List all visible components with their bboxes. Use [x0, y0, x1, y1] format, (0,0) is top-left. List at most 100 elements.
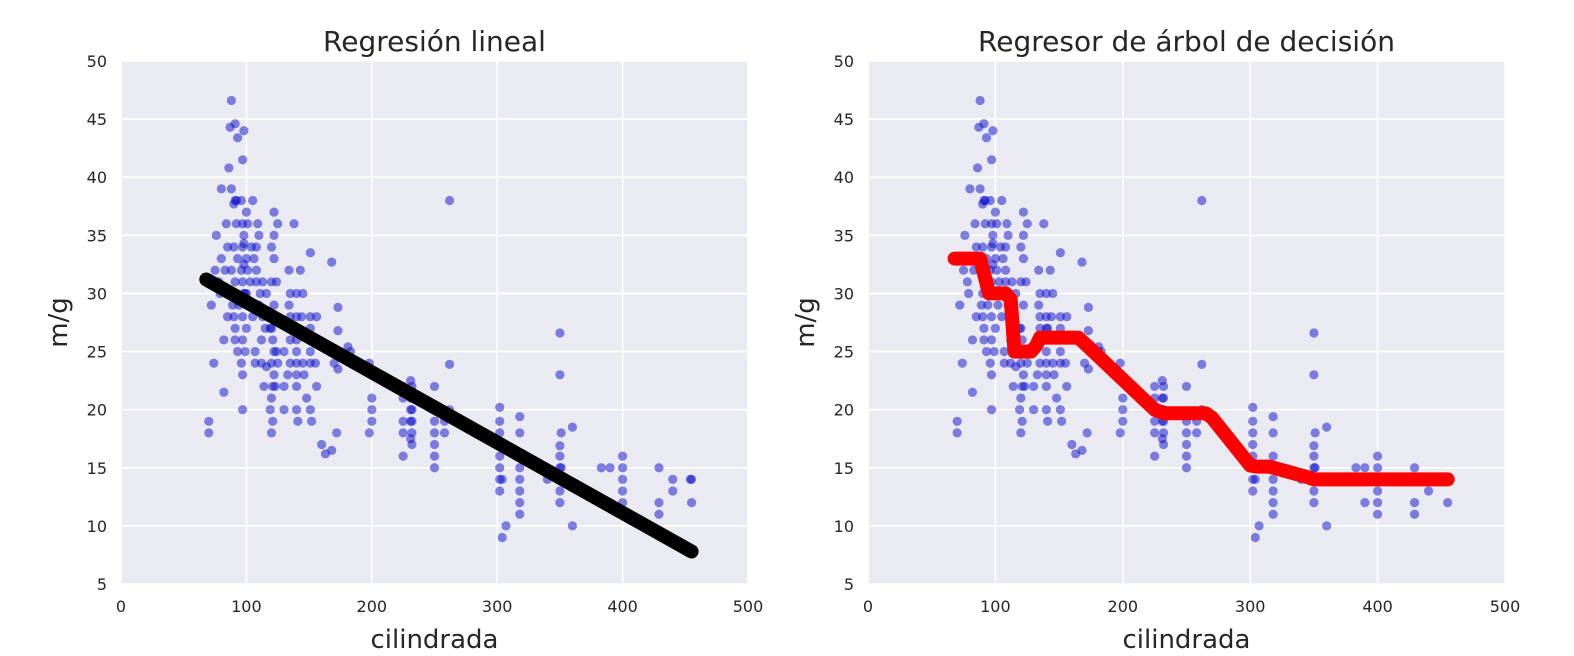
- data-point: [997, 312, 1007, 322]
- y-axis-label-decision-tree: m/g: [791, 297, 821, 348]
- data-point: [293, 416, 303, 426]
- data-point: [972, 163, 983, 173]
- y-tick-label: 15: [87, 459, 107, 478]
- data-point: [1409, 463, 1420, 473]
- data-point: [1045, 265, 1055, 275]
- data-point: [233, 253, 243, 264]
- data-point: [1018, 300, 1029, 310]
- fit-line: [199, 272, 699, 559]
- data-point: [273, 358, 283, 368]
- data-point: [971, 242, 981, 252]
- data-point: [269, 370, 279, 380]
- data-point: [654, 498, 664, 508]
- data-point: [266, 393, 277, 403]
- data-point: [1248, 416, 1258, 426]
- y-tick-label: 50: [834, 52, 854, 71]
- data-point: [1309, 451, 1319, 461]
- data-point: [301, 393, 312, 403]
- data-point: [1077, 257, 1087, 267]
- x-axis-label-linear-regression: cilindrada: [370, 625, 498, 655]
- data-point: [1322, 422, 1332, 432]
- data-point: [1423, 486, 1434, 496]
- data-point: [515, 412, 525, 422]
- data-point: [367, 405, 377, 415]
- data-point: [515, 428, 525, 438]
- data-point: [1041, 346, 1051, 357]
- x-tick-label: 300: [482, 597, 513, 616]
- data-point: [333, 302, 343, 312]
- data-point: [216, 253, 226, 264]
- data-point: [429, 439, 440, 450]
- data-point: [1083, 364, 1094, 374]
- data-point: [654, 509, 664, 519]
- data-point: [495, 451, 505, 461]
- data-point: [271, 346, 282, 357]
- data-point: [273, 219, 283, 229]
- data-point: [407, 439, 417, 450]
- tick-labels-decision-tree: 0 100 200 300 400 500 5 10 15 20 25 30 35 40 45 50: [834, 52, 1521, 616]
- y-tick-label: 20: [87, 401, 107, 420]
- data-point: [230, 323, 240, 333]
- data-point: [1055, 312, 1065, 322]
- data-point: [1360, 463, 1370, 473]
- data-point: [367, 393, 377, 403]
- data-point: [1018, 230, 1029, 240]
- data-point: [497, 532, 507, 543]
- data-point: [250, 346, 260, 357]
- x-tick-label: 400: [607, 597, 638, 616]
- data-point: [985, 358, 995, 368]
- data-point: [279, 346, 289, 357]
- data-point: [1021, 277, 1031, 287]
- data-point: [233, 133, 243, 143]
- data-point: [269, 230, 279, 240]
- data-point: [1077, 445, 1087, 455]
- data-point: [1055, 248, 1065, 258]
- data-point: [979, 335, 989, 345]
- data-point: [248, 195, 258, 206]
- data-point: [1310, 428, 1320, 438]
- data-point: [204, 428, 214, 438]
- data-point: [1015, 405, 1025, 415]
- x-tick-label: 0: [116, 597, 126, 616]
- data-point: [1016, 393, 1026, 403]
- data-point: [501, 521, 511, 531]
- data-point: [1062, 381, 1072, 392]
- data-point: [219, 387, 229, 397]
- data-point: [986, 155, 997, 165]
- data-point: [1067, 439, 1077, 450]
- data-point: [978, 242, 988, 252]
- data-point: [1083, 302, 1094, 312]
- data-point: [317, 439, 327, 450]
- data-point: [1309, 498, 1319, 508]
- data-point: [407, 405, 417, 415]
- data-point: [515, 486, 525, 496]
- data-point: [312, 381, 322, 392]
- data-point: [1158, 381, 1169, 392]
- data-point: [310, 358, 320, 368]
- data-point: [1268, 474, 1278, 484]
- data-point: [1035, 288, 1045, 299]
- data-point: [239, 238, 249, 249]
- data-point: [1029, 381, 1039, 392]
- data-point: [998, 253, 1008, 264]
- data-point: [555, 370, 565, 380]
- data-point: [986, 405, 997, 415]
- data-point: [1373, 509, 1383, 519]
- data-point: [305, 248, 315, 258]
- data-point: [1048, 288, 1058, 299]
- data-point: [1022, 358, 1032, 368]
- data-point: [962, 277, 972, 287]
- data-point: [1041, 381, 1051, 392]
- data-point: [238, 312, 248, 322]
- data-point: [1268, 412, 1278, 422]
- data-point: [1248, 402, 1258, 412]
- data-point: [515, 498, 525, 508]
- data-point: [1118, 393, 1128, 403]
- data-point: [291, 346, 302, 357]
- data-point: [567, 521, 578, 531]
- data-point: [444, 195, 455, 206]
- data-point: [332, 428, 342, 438]
- data-point: [1351, 463, 1361, 473]
- data-point: [307, 416, 317, 426]
- data-point: [618, 486, 628, 496]
